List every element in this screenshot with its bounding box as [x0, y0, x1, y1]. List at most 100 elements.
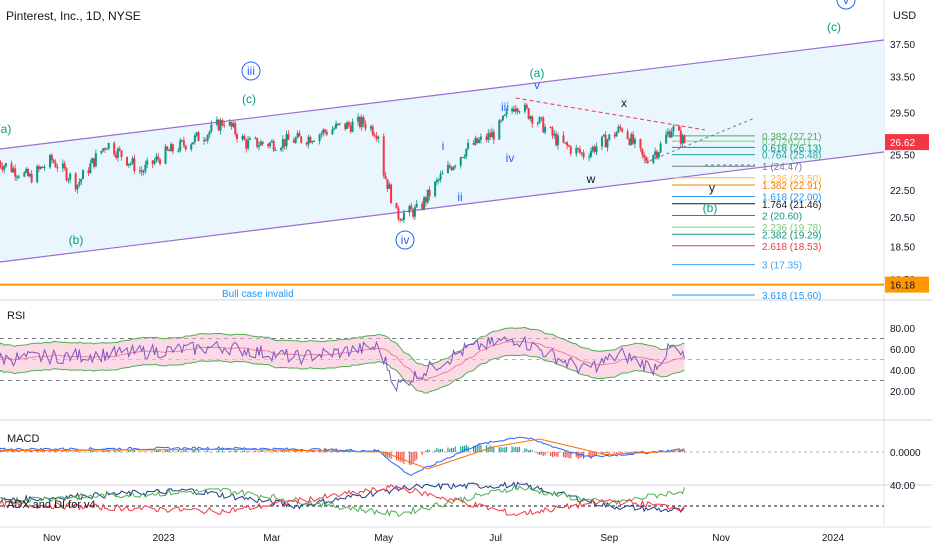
- candle-body: [116, 148, 119, 158]
- candle-body: [204, 139, 207, 141]
- candle-body: [322, 129, 325, 134]
- candle-body: [10, 163, 13, 173]
- macd-histogram-bar: [100, 451, 102, 452]
- candle-body: [221, 120, 224, 126]
- candle-body: [267, 143, 270, 147]
- candle-body: [371, 126, 374, 135]
- candle-body: [208, 131, 211, 136]
- candle-body: [126, 157, 129, 166]
- wave-label: (c): [242, 92, 256, 106]
- macd-histogram-bar: [247, 451, 249, 452]
- macd-histogram-bar: [5, 451, 7, 453]
- adx-tick: 40.00: [890, 481, 915, 492]
- macd-histogram-bar: [300, 451, 302, 452]
- candle-body: [531, 116, 534, 124]
- macd-histogram-bar: [544, 452, 546, 456]
- time-tick: Mar: [263, 533, 281, 544]
- candle-body: [157, 156, 160, 160]
- candle-body: [677, 126, 680, 131]
- macd-histogram-bar: [229, 450, 231, 452]
- fib-label: 3.618 (15.60): [762, 291, 822, 302]
- candle-body: [632, 134, 635, 144]
- macd-histogram-bar: [298, 451, 300, 453]
- macd-pane: 0.0000: [0, 436, 921, 477]
- macd-histogram-bar: [260, 450, 262, 452]
- resistance-dashed-line: [515, 97, 706, 131]
- macd-histogram-bar: [531, 450, 533, 452]
- candle-body: [129, 163, 132, 165]
- macd-histogram-bar: [680, 451, 682, 453]
- candle-body: [36, 166, 39, 183]
- candle-body: [313, 140, 316, 142]
- candle-body: [472, 142, 475, 145]
- candle-body: [181, 140, 184, 142]
- candle-body: [325, 131, 328, 135]
- macd-histogram-bar: [551, 452, 554, 458]
- fib-label: 0.382 (27.21): [762, 132, 822, 143]
- macd-histogram-bar: [16, 450, 18, 452]
- candle-body: [582, 152, 585, 158]
- macd-histogram-bar: [513, 447, 515, 452]
- candle-body: [243, 135, 246, 140]
- macd-histogram-bar: [43, 449, 46, 452]
- candle-body: [467, 142, 470, 149]
- candle-body: [254, 137, 257, 139]
- time-tick: May: [374, 533, 393, 544]
- candle-body: [120, 150, 123, 158]
- candle-body: [89, 163, 92, 174]
- macd-histogram-bar: [425, 450, 427, 452]
- currency-label[interactable]: USD: [893, 10, 916, 22]
- candle-body: [39, 166, 42, 169]
- candle-body: [604, 134, 607, 148]
- macd-histogram-bar: [529, 449, 532, 452]
- macd-histogram-bar: [254, 450, 256, 452]
- macd-histogram-bar: [155, 449, 157, 452]
- macd-signal-line: [0, 438, 685, 470]
- macd-histogram-bar: [82, 451, 84, 453]
- candle-body: [613, 134, 616, 137]
- candle-body: [655, 151, 658, 158]
- macd-histogram-bar: [388, 452, 390, 459]
- macd-histogram-bar: [102, 450, 104, 452]
- macd-histogram-bar: [447, 447, 449, 452]
- candle-body: [357, 116, 360, 122]
- macd-histogram-bar: [49, 450, 51, 452]
- candle-body: [179, 140, 182, 151]
- candle-body: [544, 126, 547, 133]
- candle-body: [100, 150, 103, 154]
- macd-histogram-bar: [142, 451, 145, 452]
- macd-histogram-bar: [399, 452, 401, 462]
- wave-label: (a): [530, 66, 545, 80]
- macd-histogram-bar: [438, 448, 440, 452]
- last-price-label: 26.62: [890, 138, 915, 149]
- candle-body: [384, 175, 387, 180]
- candle-body: [258, 145, 261, 148]
- fib-label: 0.5 (26.71): [762, 137, 810, 148]
- macd-histogram-bar: [192, 449, 194, 452]
- candle-body: [344, 123, 347, 130]
- macd-histogram-bar: [179, 451, 181, 452]
- macd-histogram-bar: [467, 446, 469, 452]
- macd-histogram-bar: [436, 447, 438, 452]
- candle-body: [338, 123, 341, 125]
- candle-body: [182, 140, 185, 146]
- wave-label: (b): [703, 201, 718, 215]
- candle-body: [49, 155, 52, 168]
- candle-body: [553, 133, 556, 136]
- macd-histogram-bar: [91, 450, 93, 452]
- candle-body: [448, 165, 451, 168]
- candle-body: [305, 142, 308, 145]
- macd-histogram-bar: [54, 450, 57, 452]
- macd-histogram-bar: [570, 452, 572, 459]
- wave-label: x: [621, 96, 627, 110]
- candle-body: [146, 160, 149, 165]
- candle-body: [659, 143, 662, 153]
- candle-body: [170, 144, 173, 152]
- macd-histogram-bar: [562, 452, 565, 457]
- macd-histogram-bar: [401, 452, 403, 463]
- macd-histogram-bar: [427, 449, 429, 452]
- bull-case-label: Bull case invalid: [222, 289, 294, 300]
- candle-body: [281, 139, 284, 148]
- candle-body: [94, 153, 97, 167]
